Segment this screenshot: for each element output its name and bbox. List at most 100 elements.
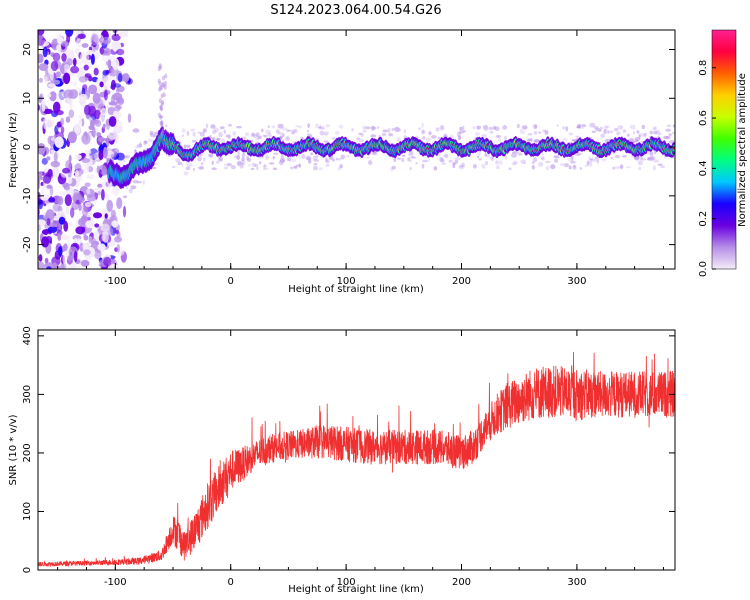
heatmap-cell (181, 163, 184, 167)
snr-frame (37, 329, 676, 571)
x-tick-label: 300 (567, 577, 586, 588)
top-y-ticks: -20 -10 0 10 20 (22, 43, 675, 253)
heatmap-cell (67, 255, 73, 261)
snr-series (38, 351, 675, 568)
heatmap-cell (542, 129, 547, 133)
heatmap-cell (50, 137, 56, 142)
heatmap-cell (599, 126, 603, 130)
snr-line (38, 351, 675, 568)
heatmap-cell (596, 158, 600, 164)
heatmap-cell (614, 128, 619, 132)
heatmap-cell (94, 187, 104, 194)
heatmap-cell (362, 130, 367, 133)
heatmap-cell (92, 92, 101, 104)
heatmap-cell (134, 148, 137, 154)
heatmap-cell (142, 180, 145, 185)
heatmap-cell (81, 87, 86, 96)
heatmap-cell (457, 135, 461, 140)
heatmap-cell (73, 250, 78, 263)
heatmap-cell (263, 164, 267, 167)
heatmap-cell (99, 81, 104, 88)
heatmap-cell (60, 126, 65, 134)
heatmap-cell (252, 133, 258, 139)
heatmap-cell (462, 129, 466, 133)
heatmap-cell (620, 164, 624, 170)
heatmap-cell (527, 133, 533, 136)
heatmap-cell (478, 158, 483, 161)
y-tick-label: 200 (22, 443, 33, 462)
heatmap-cell (84, 201, 92, 208)
heatmap-cell (314, 155, 320, 158)
heatmap-cell (185, 144, 191, 148)
heatmap-cell (571, 158, 574, 162)
heatmap-cell (477, 150, 481, 156)
heatmap-cell (81, 132, 91, 145)
heatmap-cell (282, 133, 285, 137)
heatmap-cell (108, 101, 118, 106)
heatmap-cell (96, 165, 100, 174)
heatmap-cell (84, 182, 91, 187)
heatmap-cell (281, 127, 288, 131)
heatmap-cell (605, 125, 610, 128)
spectrogram-frame (37, 29, 676, 270)
heatmap-cell (116, 48, 125, 56)
heatmap-cell (495, 165, 500, 170)
heatmap-cell (365, 126, 371, 130)
heatmap-cell (171, 165, 176, 169)
heatmap-cell (477, 155, 480, 159)
heatmap-cell (185, 166, 191, 171)
heatmap-cell (199, 131, 205, 137)
heatmap-cell (448, 159, 453, 163)
heatmap-cell (52, 101, 61, 114)
heatmap-cell (310, 152, 314, 156)
heatmap-cell (277, 131, 284, 135)
heatmap-cell (511, 162, 516, 166)
heatmap-cells (38, 30, 675, 269)
heatmap-cell (81, 43, 89, 48)
colorbar-tick-label: 0.8 (698, 60, 709, 76)
heatmap-cell (265, 129, 272, 135)
heatmap-cell (439, 157, 444, 163)
heatmap-cell (220, 138, 226, 144)
heatmap-cell (271, 125, 276, 129)
heatmap-cell (581, 124, 587, 128)
heatmap-cell (262, 134, 267, 137)
heatmap-cell (491, 156, 494, 162)
colorbar-tick-label: 0.6 (698, 110, 709, 126)
heatmap-cell (263, 167, 269, 170)
heatmap-cell (323, 131, 329, 135)
heatmap-cell (130, 185, 137, 190)
heatmap-cell (305, 155, 311, 161)
heatmap-cell (295, 164, 301, 167)
heatmap-cell (518, 153, 523, 156)
heatmap-cell (175, 158, 181, 163)
heatmap-cell (50, 60, 59, 72)
heatmap-cell (61, 53, 67, 62)
heatmap-cell (40, 193, 50, 201)
x-tick-label: 300 (567, 276, 586, 287)
heatmap-cell (159, 120, 163, 126)
heatmap-cell (520, 159, 527, 164)
heatmap-cell (441, 159, 445, 163)
heatmap-cell (74, 163, 82, 173)
colorbar-tick-label: 0.2 (698, 211, 709, 227)
heatmap-cell (653, 159, 659, 163)
heatmap-cell (319, 130, 324, 136)
heatmap-cell (78, 114, 83, 120)
heatmap-cell (545, 160, 551, 164)
heatmap-cell (38, 77, 43, 83)
heatmap-cell (409, 167, 412, 171)
heatmap-cell (421, 163, 425, 169)
heatmap-cell (111, 33, 121, 42)
heatmap-cell (461, 162, 465, 167)
heatmap-cell (641, 124, 645, 130)
heatmap-cell (312, 155, 318, 161)
heatmap-cell (191, 139, 197, 143)
heatmap-cell (607, 129, 610, 135)
heatmap-cell (242, 153, 246, 158)
heatmap-cell (340, 154, 345, 160)
heatmap-cell (531, 161, 535, 165)
heatmap-cell (498, 137, 502, 142)
heatmap-cell (209, 134, 212, 140)
heatmap-cell (541, 153, 544, 156)
